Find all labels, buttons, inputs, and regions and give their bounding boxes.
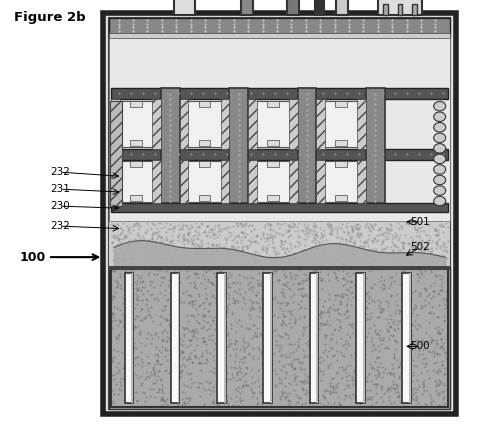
Bar [316,273,318,403]
Bar [397,4,402,15]
Ellipse shape [433,196,445,206]
Ellipse shape [433,175,445,185]
Bar [270,273,272,403]
Bar [320,162,362,202]
Bar [199,162,210,167]
Bar [131,195,142,201]
Text: 231: 231 [50,184,70,194]
Bar [357,160,366,204]
Bar [383,4,388,15]
Ellipse shape [433,102,445,111]
Bar [217,273,226,403]
Bar [111,204,448,212]
Text: Figure 2b: Figure 2b [14,11,86,24]
Bar [310,273,318,403]
Bar [224,273,226,403]
Text: 501: 501 [410,217,430,227]
Bar [109,18,450,221]
Bar [109,33,450,38]
Bar [316,160,325,204]
Text: 500: 500 [410,341,430,351]
Bar [111,160,120,204]
Ellipse shape [433,144,445,153]
Ellipse shape [433,112,445,122]
Bar [289,99,298,149]
Bar [109,266,450,270]
Text: 502: 502 [410,242,430,252]
Bar [131,273,133,403]
Bar [287,0,299,15]
Bar [267,140,278,146]
Bar [267,101,278,107]
Ellipse shape [433,133,445,142]
Bar [335,101,347,107]
Bar [110,101,122,206]
Bar [199,195,210,201]
Bar [335,162,347,167]
Text: 232: 232 [50,167,70,177]
Bar [298,88,316,204]
Bar [357,99,366,149]
Bar [315,0,324,15]
Bar [363,273,365,403]
Bar [267,162,278,167]
Bar [336,0,348,15]
Bar [378,0,421,15]
Bar [131,140,142,146]
Bar [229,88,248,204]
Bar [241,0,253,15]
Bar [264,273,272,403]
Bar [131,162,142,167]
Bar [109,18,450,36]
Bar [161,88,180,204]
Text: 230: 230 [50,201,70,211]
Bar [199,101,210,107]
Bar [124,273,133,403]
Ellipse shape [433,186,445,195]
Bar [267,195,278,201]
Bar [402,273,411,403]
Ellipse shape [433,165,445,174]
Bar [252,162,294,202]
Bar [366,88,384,204]
Bar [316,99,325,149]
Bar [412,4,417,15]
Text: 100: 100 [19,251,46,264]
Bar [221,99,229,149]
Bar [335,195,347,201]
Bar [409,273,411,403]
Bar [109,18,450,409]
Bar [180,99,189,149]
Bar [111,269,448,407]
Bar [171,273,180,403]
Bar [199,140,210,146]
Bar [111,88,448,99]
Bar [152,160,161,204]
Bar [356,273,365,403]
Bar [111,99,120,149]
Bar [115,101,157,147]
Bar [320,101,362,147]
Bar [109,267,450,409]
Bar [115,162,157,202]
Bar [335,140,347,146]
Bar [184,162,226,202]
Ellipse shape [433,122,445,132]
Bar [131,101,142,107]
Bar [180,160,189,204]
Bar [184,101,226,147]
Bar [248,160,257,204]
Bar [111,149,448,160]
Bar [252,101,294,147]
Ellipse shape [433,154,445,164]
Bar [109,221,450,267]
Bar [221,160,229,204]
Bar [178,273,180,403]
Bar [289,160,298,204]
Bar [248,99,257,149]
Bar [103,13,456,414]
Bar [174,0,195,15]
Text: 232: 232 [50,221,70,231]
Bar [152,99,161,149]
